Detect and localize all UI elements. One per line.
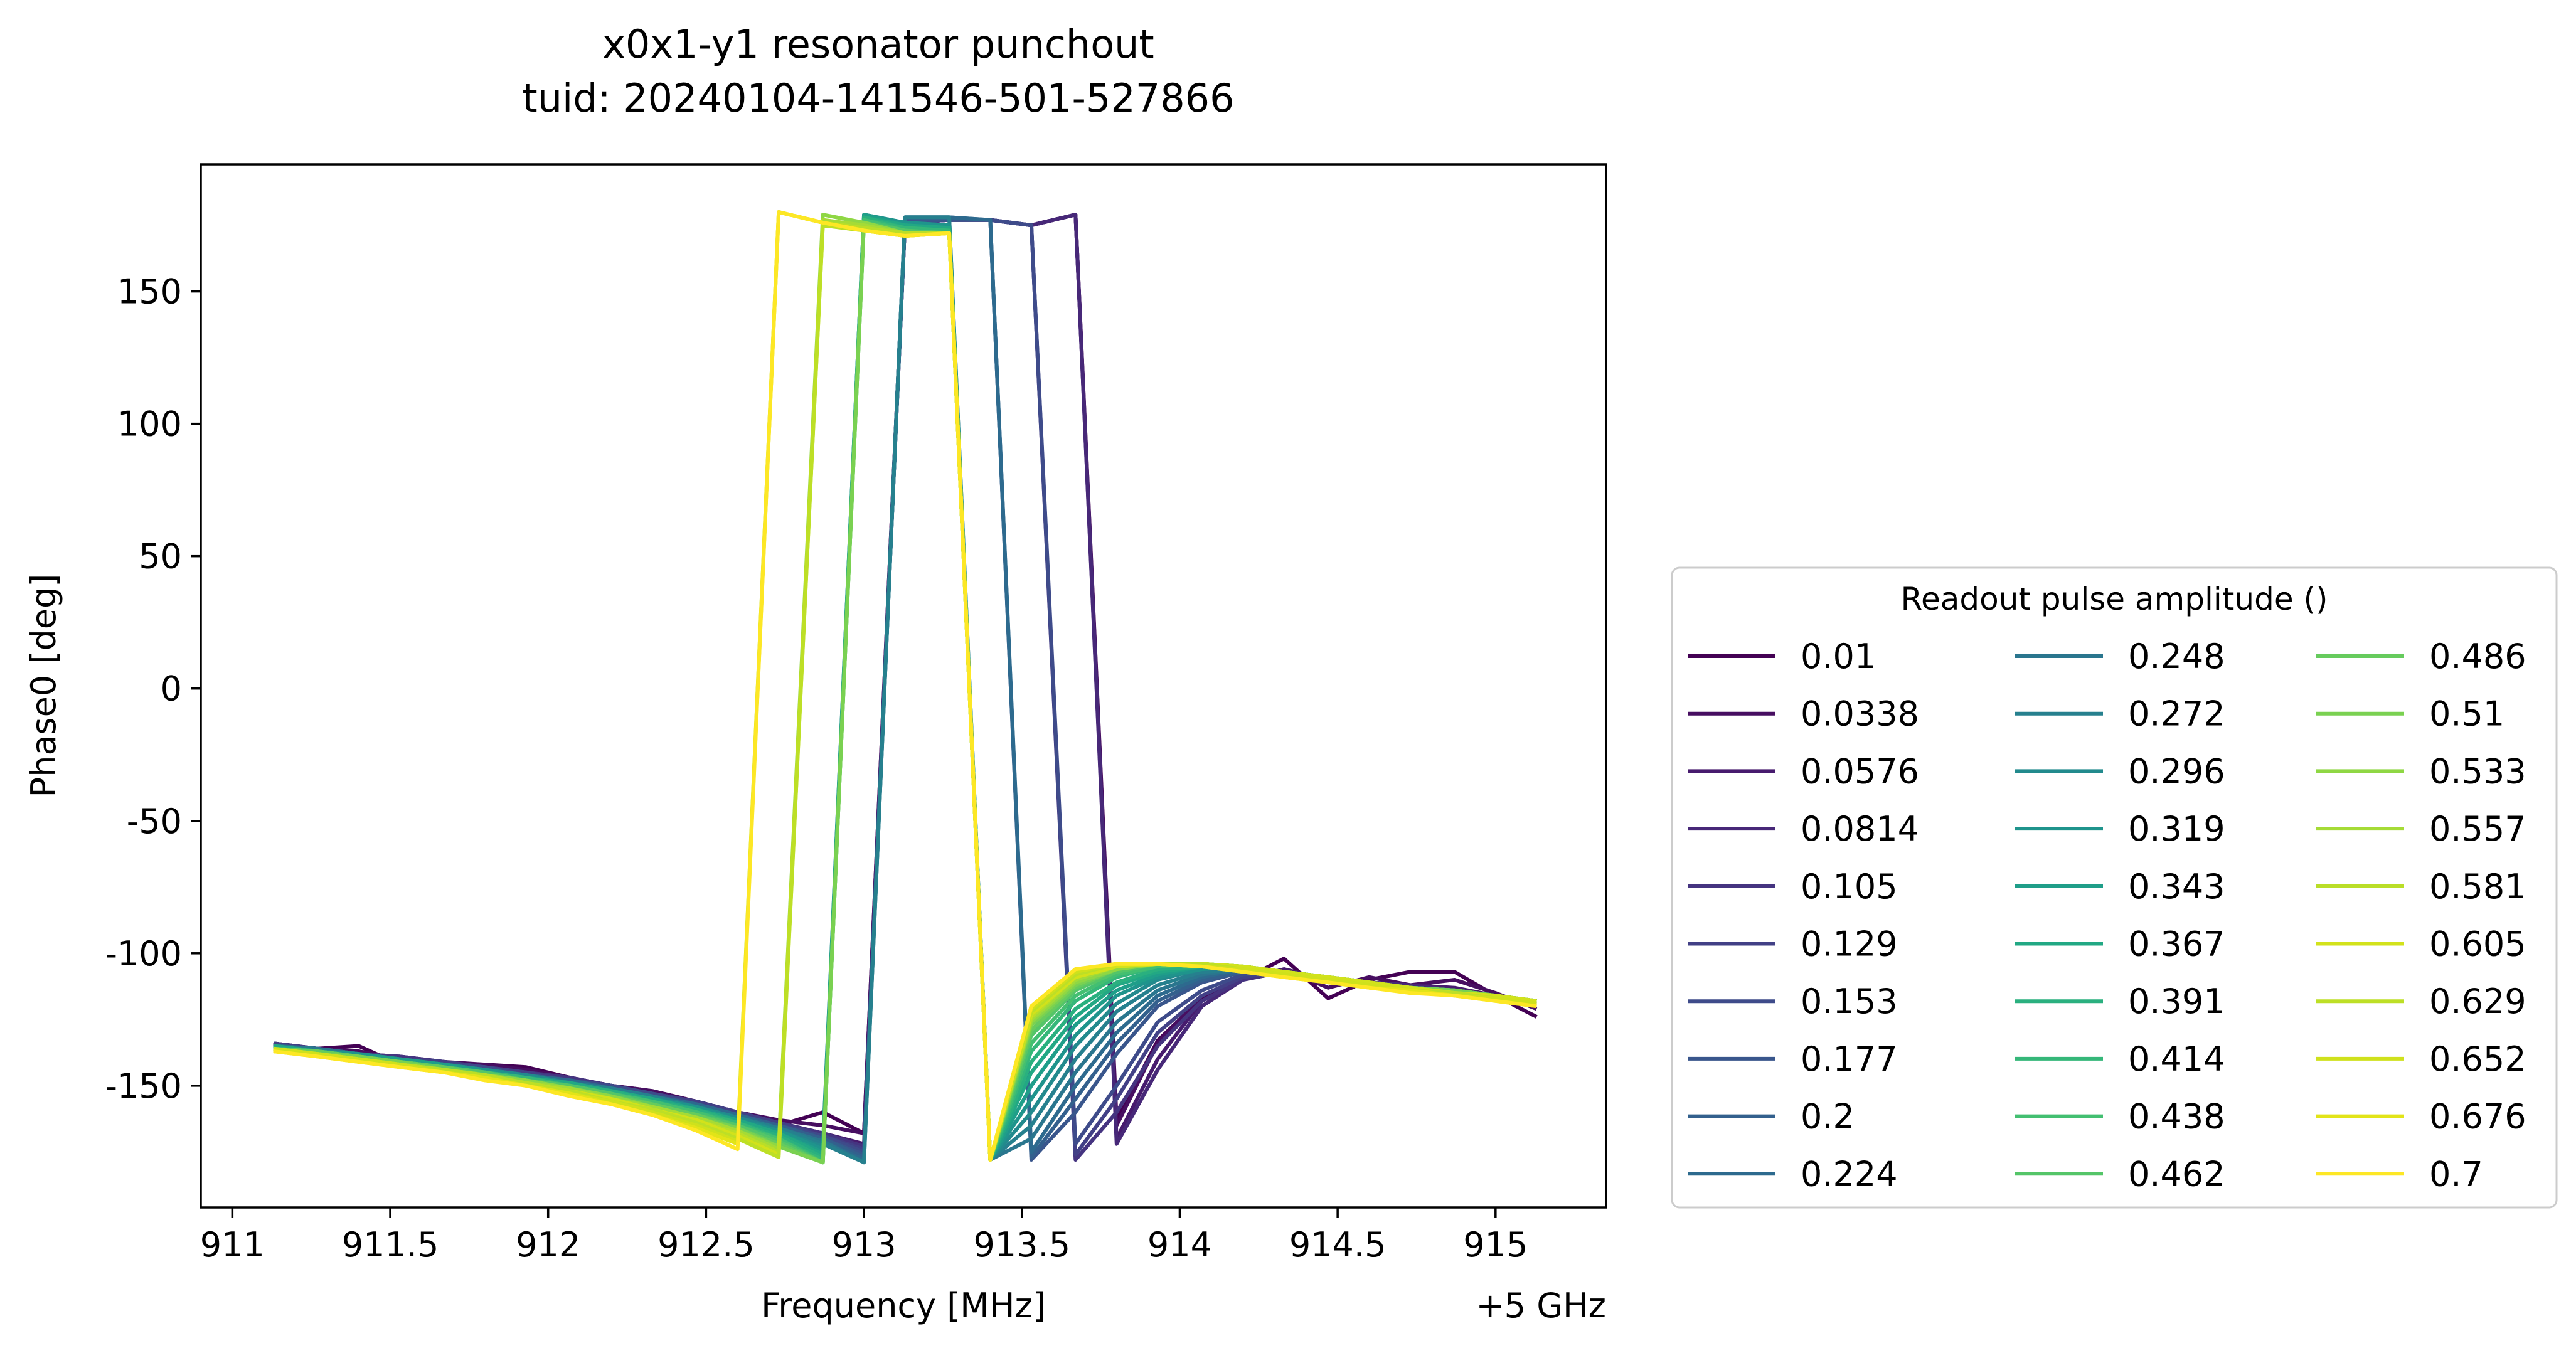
plot-frame: [200, 163, 1607, 1209]
x-tick-label: 914.5: [1289, 1225, 1386, 1265]
y-axis-label: Phase0 [deg]: [24, 574, 63, 798]
legend-label: 0.177: [1801, 1039, 1898, 1079]
legend-label: 0.01: [1801, 637, 1876, 676]
legend-entries: 0.01 0.0338 0.0576 0.0814 0.105 0.129 0.153 0.1…: [1688, 637, 2526, 1194]
series-line-16: [273, 215, 1537, 1162]
series-line-24: [273, 220, 1537, 1162]
y-tick-label: 0: [161, 669, 182, 709]
legend-label: 0.319: [2128, 809, 2225, 849]
x-tick-label: 915: [1463, 1225, 1528, 1265]
series-line-2: [273, 213, 1537, 1146]
legend-label: 0.248: [2128, 637, 2225, 676]
series-line-0: [273, 213, 1538, 1135]
legend-label: 0.581: [2429, 867, 2526, 906]
legend-label: 0.414: [2128, 1039, 2225, 1079]
series-line-8: [273, 215, 1537, 1159]
series-line-15: [273, 215, 1537, 1162]
x-tick-label: 914: [1147, 1225, 1212, 1265]
x-axis-offset-label: +5 GHz: [1476, 1286, 1606, 1325]
legend-label: 0.51: [2429, 694, 2504, 734]
y-tick-label: 50: [139, 537, 182, 576]
legend-label: 0.7: [2429, 1154, 2483, 1194]
legend-label: 0.533: [2429, 751, 2526, 791]
series-line-12: [273, 213, 1537, 1162]
series-line-11: [273, 215, 1537, 1165]
legend-label: 0.629: [2429, 982, 2526, 1021]
legend: Readout pulse amplitude () 0.010.03380.0…: [1671, 566, 2558, 1209]
y-tick-label: 150: [117, 272, 182, 312]
legend-label: 0.438: [2128, 1097, 2225, 1137]
y-axis: 150 100 50 0 -50 -100 -150: [105, 272, 201, 1106]
legend-label: 0.105: [1801, 867, 1898, 906]
series-line-17: [273, 218, 1537, 1162]
legend-label: 0.296: [2128, 751, 2225, 791]
series-line-20: [273, 220, 1537, 1165]
series-line-23: [273, 218, 1537, 1162]
plot-lines: [273, 210, 1538, 1165]
x-tick-label: 912.5: [657, 1225, 755, 1265]
legend-label: 0.462: [2128, 1154, 2225, 1194]
legend-label: 0.129: [1801, 925, 1898, 964]
legend-label: 0.652: [2429, 1039, 2526, 1079]
y-tick-label: -100: [105, 934, 182, 974]
legend-label: 0.367: [2128, 925, 2225, 964]
legend-label: 0.153: [1801, 982, 1898, 1021]
series-line-5: [273, 218, 1537, 1157]
x-tick-label: 912: [516, 1225, 580, 1265]
series-line-14: [273, 213, 1537, 1162]
legend-label: 0.0576: [1801, 751, 1919, 791]
legend-label: 0.224: [1801, 1154, 1898, 1194]
legend-label: 0.272: [2128, 694, 2225, 734]
legend-label: 0.343: [2128, 867, 2225, 906]
legend-label: 0.0814: [1801, 809, 1919, 849]
series-line-1: [273, 213, 1538, 1135]
legend-label: 0.2: [1801, 1097, 1855, 1137]
series-line-3: [273, 213, 1537, 1149]
x-tick-label: 913.5: [973, 1225, 1070, 1265]
chart-subtitle: tuid: 20240104-141546-501-527866: [522, 75, 1234, 121]
series-line-28: [273, 210, 1537, 1162]
x-axis: 911 911.5 912 912.5 913 913.5 914 914.5 915: [200, 1207, 1528, 1265]
series-line-9: [273, 215, 1537, 1162]
legend-label: 0.486: [2429, 637, 2526, 676]
series-line-13: [273, 213, 1537, 1162]
legend-label: 0.0338: [1801, 694, 1919, 734]
x-tick-label: 913: [832, 1225, 897, 1265]
legend-label: 0.391: [2128, 982, 2225, 1021]
legend-box: [1671, 566, 2558, 1209]
series-line-10: [273, 215, 1537, 1165]
series-line-22: [273, 213, 1537, 1162]
legend-label: 0.676: [2429, 1097, 2526, 1137]
y-tick-label: -150: [105, 1066, 182, 1106]
legend-title: Readout pulse amplitude (): [1900, 581, 2328, 617]
chart-title: x0x1-y1 resonator punchout: [602, 21, 1154, 67]
series-line-21: [273, 220, 1537, 1165]
series-line-6: [273, 218, 1537, 1154]
y-tick-label: -50: [127, 802, 182, 841]
series-line-29: [273, 210, 1537, 1162]
legend-label: 0.605: [2429, 925, 2526, 964]
y-tick-label: 100: [117, 405, 182, 444]
series-line-18: [273, 218, 1537, 1165]
series-line-7: [273, 218, 1537, 1162]
legend-label: 0.557: [2429, 809, 2526, 849]
x-axis-label: Frequency [MHz]: [761, 1286, 1046, 1325]
series-line-27: [273, 210, 1537, 1162]
series-line-19: [273, 220, 1537, 1165]
series-line-4: [273, 218, 1537, 1162]
x-tick-label: 911: [200, 1225, 265, 1265]
x-tick-label: 911.5: [342, 1225, 439, 1265]
series-line-25: [273, 223, 1537, 1162]
series-line-26: [273, 223, 1537, 1162]
